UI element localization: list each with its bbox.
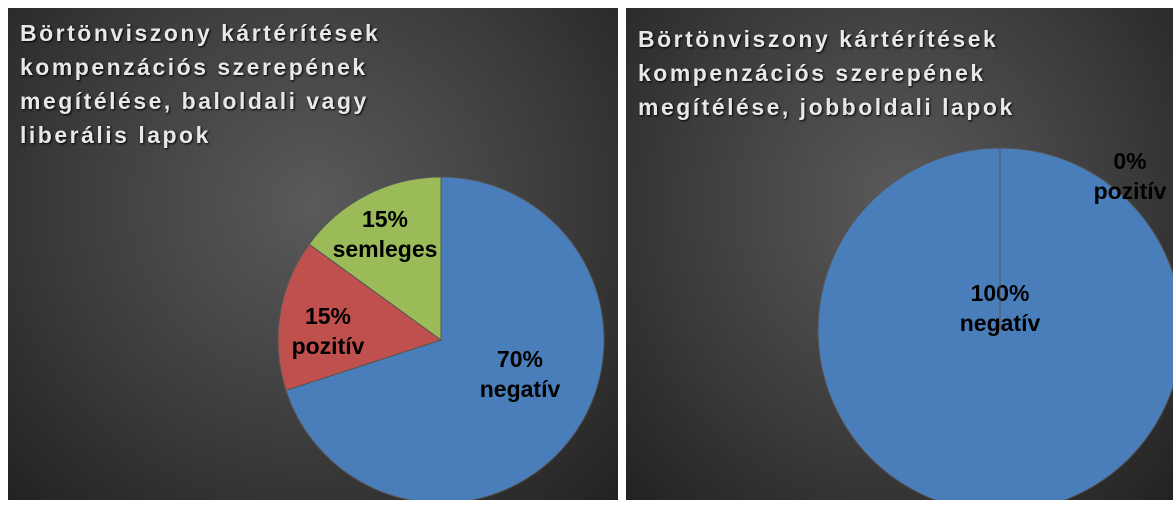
slice-category-label: negatív xyxy=(480,376,561,402)
slice-category-label: pozitív xyxy=(1094,178,1167,204)
pie-slice xyxy=(277,243,443,392)
pie-slice xyxy=(817,147,1173,500)
chart-panel: 70% negatív 15% pozitív 15% semleges Börtönvi… xyxy=(8,8,618,500)
slice-value-label: 0% xyxy=(1113,148,1146,174)
slice-value-label: 70% xyxy=(497,346,543,372)
chart-title: Börtönviszony kártérítések kompenzációs … xyxy=(20,20,381,148)
slice-value-label: 15% xyxy=(305,303,351,329)
pie-slice xyxy=(285,176,605,500)
slice-value-label: 15% xyxy=(362,206,408,232)
chart-title: Börtönviszony kártérítések kompenzációs … xyxy=(638,26,1015,120)
slice-category-label: semleges xyxy=(333,236,438,262)
chart-panel: 100% negatív 0% pozitív Börtönviszony kárté… xyxy=(626,8,1173,500)
pie-slice xyxy=(308,176,442,341)
slice-category-label: pozitív xyxy=(292,333,365,359)
chart: 70% negatív 15% pozitív 15% semleges xyxy=(277,176,605,500)
